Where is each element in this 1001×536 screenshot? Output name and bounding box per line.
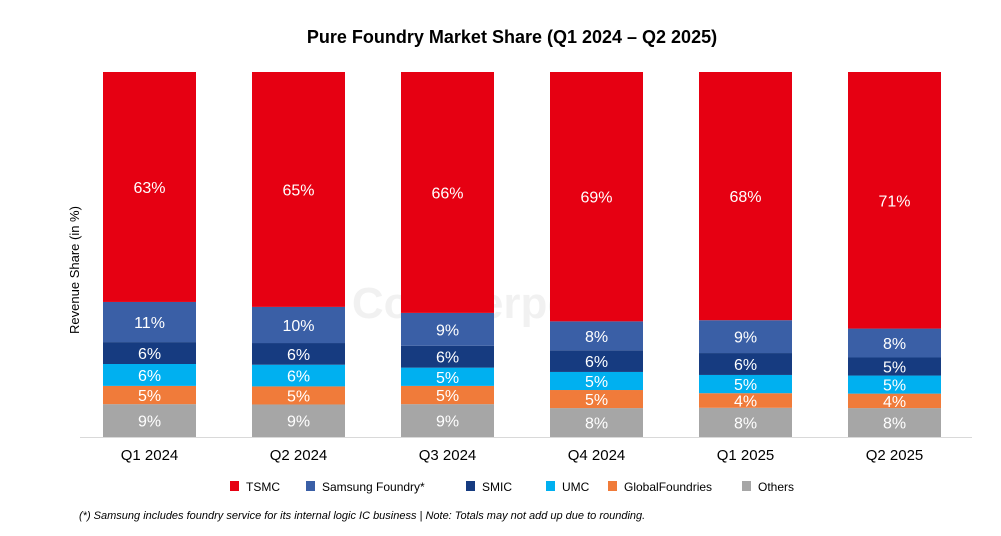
data-label: 9% <box>734 330 757 347</box>
legend-swatch <box>742 481 751 491</box>
legend-label: GlobalFoundries <box>624 480 712 494</box>
data-label: 5% <box>883 378 906 395</box>
bar-segment-samsung-foundry--q2-2025 <box>848 328 941 358</box>
data-label: 10% <box>282 318 314 335</box>
data-label: 68% <box>729 189 761 206</box>
bar-segment-globalfoundries-q4-2024 <box>550 390 643 409</box>
data-label: 5% <box>287 388 310 405</box>
bar-segment-smic-q3-2024 <box>401 345 494 368</box>
data-label: 6% <box>138 346 161 363</box>
data-label: 69% <box>580 190 612 207</box>
bar-segment-smic-q2-2025 <box>848 357 941 376</box>
legend-label: Samsung Foundry* <box>322 480 425 494</box>
bar-segment-others-q4-2024 <box>550 408 643 437</box>
data-label: 9% <box>436 322 459 339</box>
y-axis-label: Revenue Share (in %) <box>67 206 82 334</box>
bar-segment-globalfoundries-q3-2024 <box>401 385 494 405</box>
data-label: 4% <box>883 394 906 411</box>
data-label: 6% <box>585 354 608 371</box>
bar-segment-others-q2-2024 <box>252 404 345 437</box>
bar-segment-umc-q1-2025 <box>699 374 792 394</box>
legend-swatch <box>608 481 617 491</box>
data-label: 8% <box>734 415 757 432</box>
bar-segment-others-q3-2024 <box>401 404 494 437</box>
data-label: 6% <box>138 368 161 385</box>
bar-segment-tsmc-q1-2025 <box>699 72 792 321</box>
x-tick-label: Q2 2025 <box>866 447 924 464</box>
bar-segment-tsmc-q2-2024 <box>252 72 345 307</box>
bar-segment-umc-q2-2025 <box>848 375 941 394</box>
data-label: 11% <box>134 315 165 332</box>
bar-segment-globalfoundries-q2-2024 <box>252 386 345 405</box>
x-tick-label: Q1 2025 <box>717 447 775 464</box>
legend-label: TSMC <box>246 480 280 494</box>
data-label: 8% <box>585 416 608 433</box>
legend-swatch <box>306 481 315 491</box>
bar-segment-umc-q3-2024 <box>401 367 494 386</box>
legend-swatch <box>466 481 475 491</box>
data-label: 5% <box>585 374 608 391</box>
legend-swatch <box>546 481 555 491</box>
legend-label: Others <box>758 480 794 494</box>
data-label: 8% <box>883 336 906 353</box>
bar-segment-smic-q1-2025 <box>699 353 792 375</box>
bar-segment-tsmc-q3-2024 <box>401 72 494 313</box>
bar-segment-others-q2-2025 <box>848 408 941 437</box>
bar-segment-umc-q4-2024 <box>550 371 643 391</box>
data-label: 66% <box>431 185 463 202</box>
bar-segment-smic-q2-2024 <box>252 343 345 365</box>
bar-segment-samsung-foundry--q3-2024 <box>401 312 494 346</box>
data-label: 5% <box>436 388 459 405</box>
bar-segment-samsung-foundry--q2-2024 <box>252 306 345 344</box>
data-label: 9% <box>287 414 310 431</box>
legend-label: SMIC <box>482 480 512 494</box>
data-label: 6% <box>436 350 459 367</box>
data-label: 5% <box>734 377 757 394</box>
data-label: 8% <box>883 416 906 433</box>
bar-segment-smic-q1-2024 <box>103 342 196 364</box>
x-tick-label: Q1 2024 <box>121 447 179 464</box>
bar-segment-tsmc-q1-2024 <box>103 72 196 302</box>
x-tick-label: Q4 2024 <box>568 447 626 464</box>
data-label: 63% <box>133 180 165 197</box>
data-label: 65% <box>282 182 314 199</box>
data-label: 5% <box>436 370 459 387</box>
data-label: 9% <box>138 414 161 431</box>
data-label: 6% <box>287 369 310 386</box>
bar-segment-samsung-foundry--q1-2025 <box>699 320 792 354</box>
x-tick-label: Q2 2024 <box>270 447 328 464</box>
data-label: 5% <box>138 388 161 405</box>
bar-segment-tsmc-q2-2025 <box>848 72 941 329</box>
data-label: 8% <box>585 329 608 346</box>
data-label: 5% <box>883 360 906 377</box>
bar-segment-umc-q2-2024 <box>252 364 345 387</box>
bar-segment-globalfoundries-q1-2025 <box>699 393 792 408</box>
bar-segment-umc-q1-2024 <box>103 364 196 386</box>
data-label: 71% <box>878 193 910 210</box>
bar-segment-samsung-foundry--q1-2024 <box>103 301 196 343</box>
data-label: 6% <box>734 357 757 374</box>
data-label: 9% <box>436 414 459 431</box>
legend-swatch <box>230 481 239 491</box>
bar-segment-others-q1-2024 <box>103 404 196 437</box>
bar-segment-samsung-foundry--q4-2024 <box>550 321 643 351</box>
x-tick-label: Q3 2024 <box>419 447 477 464</box>
bar-segment-smic-q4-2024 <box>550 350 643 372</box>
legend-label: UMC <box>562 480 590 494</box>
data-label: 6% <box>287 347 310 364</box>
bar-segment-tsmc-q4-2024 <box>550 72 643 322</box>
data-label: 4% <box>734 394 757 411</box>
footnote: (*) Samsung includes foundry service for… <box>79 510 645 522</box>
bar-segment-globalfoundries-q1-2024 <box>103 385 196 405</box>
data-label: 5% <box>585 392 608 409</box>
bar-segment-others-q1-2025 <box>699 407 792 437</box>
bar-segment-globalfoundries-q2-2025 <box>848 393 941 409</box>
chart-title: Pure Foundry Market Share (Q1 2024 – Q2 … <box>307 27 717 47</box>
